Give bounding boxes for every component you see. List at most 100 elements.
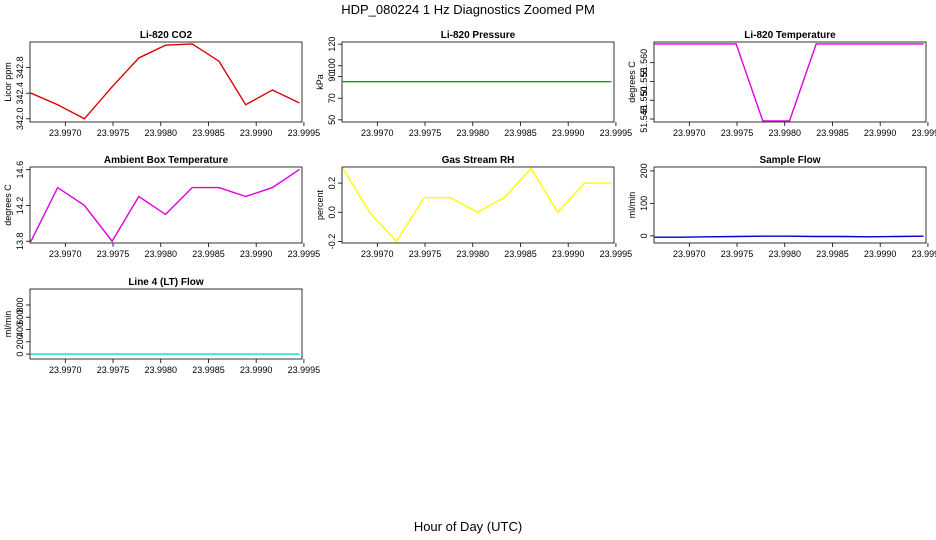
y-tick-label: 342.8: [15, 56, 25, 79]
panel-frame: [341, 166, 615, 244]
data-point: [735, 235, 737, 238]
panel-frame: [653, 41, 927, 123]
panel-ylabel: percent: [315, 189, 325, 220]
data-point: [922, 235, 924, 237]
x-tick-label: 23.9990: [864, 249, 897, 259]
panel-frame: [341, 41, 615, 123]
panels: Li-820 CO2 Licor ppm 23.9970 23.9975 23.9980…: [3, 30, 936, 375]
x-tick-label: 23.9970: [49, 249, 82, 259]
y-tick-label: 14.6: [15, 161, 25, 179]
data-point: [30, 92, 32, 94]
y-tick-label: 0.2: [327, 177, 337, 190]
x-tick-label: 23.9970: [673, 249, 706, 259]
data-point: [788, 120, 791, 122]
x-tick-label: 23.9985: [816, 128, 849, 138]
x-tick-label: 23.9995: [600, 249, 633, 259]
data-point: [369, 211, 371, 213]
data-point: [298, 353, 300, 355]
data-point: [218, 186, 220, 189]
panel-ylabel: ml/min: [3, 311, 13, 338]
x-tick-label: 23.9980: [768, 128, 801, 138]
data-point: [707, 236, 710, 238]
y-tick-label: 51.560: [639, 49, 649, 77]
data-point: [654, 43, 656, 45]
series-line: [342, 167, 612, 243]
x-tick-label: 23.9980: [456, 249, 489, 259]
x-tick-label: 23.9990: [240, 249, 273, 259]
x-tick-label: 23.9970: [673, 128, 706, 138]
y-tick-label: 100: [639, 196, 649, 211]
y-tick-label: 13.8: [15, 232, 25, 250]
x-tick-label: 23.9980: [144, 365, 177, 375]
data-point: [762, 235, 764, 237]
panel-title: Line 4 (LT) Flow: [128, 277, 204, 288]
panel-4: Gas Stream RH percent 23.9970 23.9975 23.998…: [315, 155, 632, 259]
data-point: [922, 43, 924, 45]
data-point: [191, 43, 193, 45]
data-point: [815, 235, 817, 238]
data-point: [869, 236, 871, 238]
panel-frame: [29, 166, 303, 244]
panel-ylabel: ml/min: [627, 192, 637, 219]
data-point: [735, 43, 737, 45]
data-point: [57, 104, 59, 106]
panel-ylabel: Licor ppm: [3, 62, 13, 102]
x-tick-label: 23.9975: [721, 249, 754, 259]
panel-6: Line 4 (LT) Flow ml/min 23.9970 23.9975 23.9…: [3, 277, 320, 375]
data-point: [111, 86, 113, 88]
data-point: [423, 197, 425, 199]
y-tick-label: 51.545: [639, 105, 649, 133]
data-point: [164, 44, 167, 46]
x-tick-label: 23.9985: [504, 128, 537, 138]
panel-0: Li-820 CO2 Licor ppm 23.9970 23.9975 23.9980…: [3, 30, 320, 138]
x-tick-label: 23.9990: [552, 249, 585, 259]
x-tick-label: 23.9975: [409, 249, 442, 259]
data-point: [271, 186, 274, 189]
panel-title: Li-820 CO2: [140, 30, 193, 41]
x-tick-label: 23.9995: [912, 128, 936, 138]
x-tick-label: 23.9985: [192, 249, 225, 259]
data-point: [191, 186, 193, 189]
x-tick-label: 23.9990: [240, 128, 273, 138]
panel-5: Sample Flow ml/min 23.9970 23.9975 23.9980 23…: [627, 155, 936, 259]
figure-title: HDP_080224 1 Hz Diagnostics Zoomed PM: [341, 2, 595, 17]
panel-3: Ambient Box Temperature degrees C 23.9970 2…: [3, 155, 320, 259]
data-point: [762, 120, 764, 122]
x-tick-label: 23.9980: [144, 128, 177, 138]
data-point: [245, 195, 247, 198]
data-point: [450, 197, 452, 199]
data-point: [895, 235, 898, 238]
panel-frame: [29, 41, 303, 123]
y-tick-label: 800: [15, 297, 25, 312]
y-tick-label: 0.0: [327, 206, 337, 219]
x-tick-label: 23.9970: [361, 128, 394, 138]
data-point: [138, 57, 140, 59]
data-point: [245, 104, 247, 106]
x-tick-label: 23.9995: [288, 249, 321, 259]
y-tick-label: 14.2: [15, 197, 25, 215]
x-tick-label: 23.9985: [816, 249, 849, 259]
series-line: [655, 43, 924, 122]
x-tick-label: 23.9980: [768, 249, 801, 259]
data-point: [815, 43, 817, 45]
x-tick-label: 23.9995: [912, 249, 936, 259]
y-tick-label: 120: [327, 37, 337, 52]
x-tick-label: 23.9980: [144, 249, 177, 259]
data-point: [30, 240, 32, 242]
x-tick-label: 23.9990: [240, 365, 273, 375]
y-tick-label: 0: [15, 352, 25, 357]
x-tick-label: 23.9995: [288, 365, 321, 375]
data-point: [476, 211, 479, 213]
x-tick-label: 23.9985: [192, 365, 225, 375]
y-tick-label: 342.0: [15, 108, 25, 131]
series-line: [30, 43, 300, 120]
data-point: [342, 81, 344, 83]
x-tick-label: 23.9970: [49, 365, 82, 375]
data-point: [557, 211, 559, 213]
x-tick-label: 23.9980: [456, 128, 489, 138]
data-point: [30, 353, 32, 355]
x-tick-label: 23.9975: [97, 365, 130, 375]
y-tick-label: 90: [327, 72, 337, 82]
data-point: [681, 236, 683, 238]
